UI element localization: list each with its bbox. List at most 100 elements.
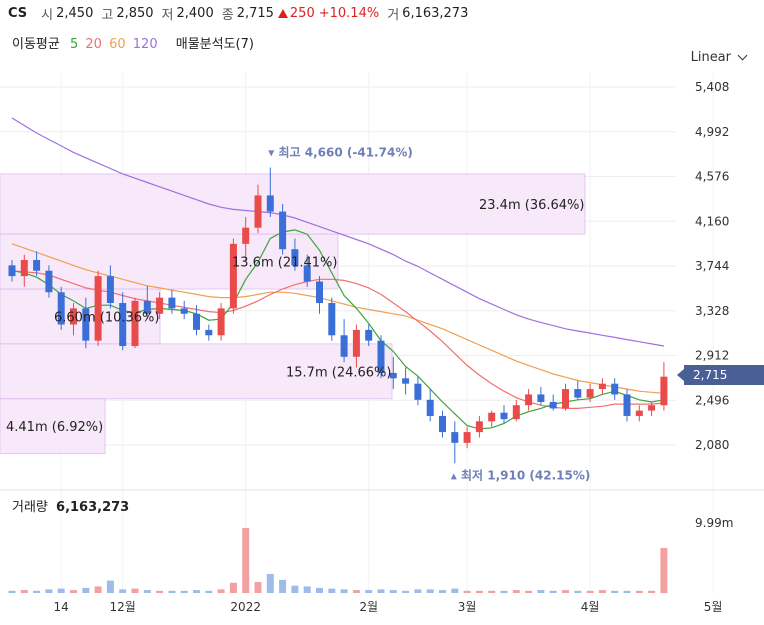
x-tick-label: 2월 [359,600,378,614]
low-value: 2,400 [176,5,214,21]
candle-body [143,300,151,314]
volume-bar [598,590,606,593]
candle [131,297,139,349]
volume-bar [365,590,373,593]
candle [119,292,127,351]
volume-profile-toggle[interactable]: 매물분석도(7) [175,37,254,52]
volume-bar [660,547,668,593]
candle-body [242,227,250,244]
candle [340,319,348,363]
high-value: 2,850 [116,5,154,21]
candle-body [119,303,127,347]
volume-bar [156,590,164,593]
y-tick-label: 4,160 [695,214,729,228]
candle [475,415,483,438]
candle [106,265,114,309]
volume-bar [254,582,262,593]
x-tick-label: 12월 [110,600,136,614]
volume-bar [488,590,496,593]
volume-bar [217,589,225,593]
x-tick-label: 4월 [581,600,600,614]
candle [45,265,53,298]
candle-body [365,329,373,341]
y-tick-label: 5,408 [695,80,729,94]
candle [70,303,77,336]
x-tick-label: 2022 [230,600,261,614]
candle-body [623,394,631,416]
high-label: 고 [101,7,114,23]
candle-body [574,389,582,398]
candle [389,356,397,390]
candle [20,254,28,287]
y-tick-label: 2,912 [695,349,729,363]
current-price-tag: 2,715 [677,365,764,385]
candle [549,394,557,411]
candle-body [562,389,569,409]
volume-bar [611,590,619,593]
candle-body [439,415,446,433]
ma20-label: 20 [85,37,102,52]
volume-bar [45,589,53,593]
y-tick-label: 4,992 [695,125,729,139]
y-tick-label: 3,328 [695,304,729,318]
volume-profile-label: 15.7m (24.66%) [286,365,391,380]
candle [8,259,16,282]
candle [193,305,200,336]
volume-axis-label: 9.99m [695,516,733,530]
ma120-label: 120 [132,37,158,52]
candle-body [70,308,77,325]
price-tag-pointer-icon [677,369,684,381]
candle [439,410,446,438]
volume-bar [266,574,274,593]
candle [648,401,656,416]
candle [402,367,410,395]
candle-body [537,394,545,402]
candle-body [229,243,237,309]
volume-bar [475,590,483,593]
close-value: 2,715 [236,5,274,21]
candle-body [451,432,459,443]
candle [562,383,569,411]
candle [229,238,237,314]
volume-bar [352,590,360,593]
close-label: 종 [221,7,234,23]
x-tick-label: 5월 [704,600,723,614]
volume-bar [94,586,102,593]
min-price-annotation: ▴ 최저 1,910 (42.15%) [451,467,591,482]
volume-bar [414,589,422,593]
candle [82,297,90,349]
volume-profile-bar [0,173,586,235]
volume-profile-label: 23.4m (36.64%) [479,198,584,213]
volume-panel-value: 6,163,273 [56,500,130,515]
candle [365,324,373,347]
candle-body [254,195,262,228]
candle [426,389,434,422]
candle-body [426,399,434,416]
volume-bar [70,590,77,593]
volume-bar [537,590,545,593]
volume-bar [143,590,151,593]
volume-bar [562,590,569,593]
volume-bar [316,587,323,593]
volume-bar [586,590,594,593]
ma5-label: 5 [69,37,79,52]
candle-body [328,303,336,336]
candle [291,238,299,271]
candle [635,405,643,422]
candle-body [168,297,176,309]
candle-body [598,383,606,390]
volume-bar [242,527,250,593]
candle [660,362,668,411]
volume-profile-label: 13.6m (21.41%) [232,256,337,271]
volume-bar [8,590,16,593]
volume-bar [291,585,299,593]
volume-bar [648,590,656,593]
volume-bar [180,590,188,593]
scale-dropdown[interactable]: Linear [691,50,748,65]
ma-title[interactable]: 이동평균 [12,37,60,52]
volume-bar [402,590,410,593]
max-price-annotation: ▾ 최고 4,660 (-41.74%) [268,144,413,159]
candle-body [279,211,287,250]
candle-body [340,335,348,357]
